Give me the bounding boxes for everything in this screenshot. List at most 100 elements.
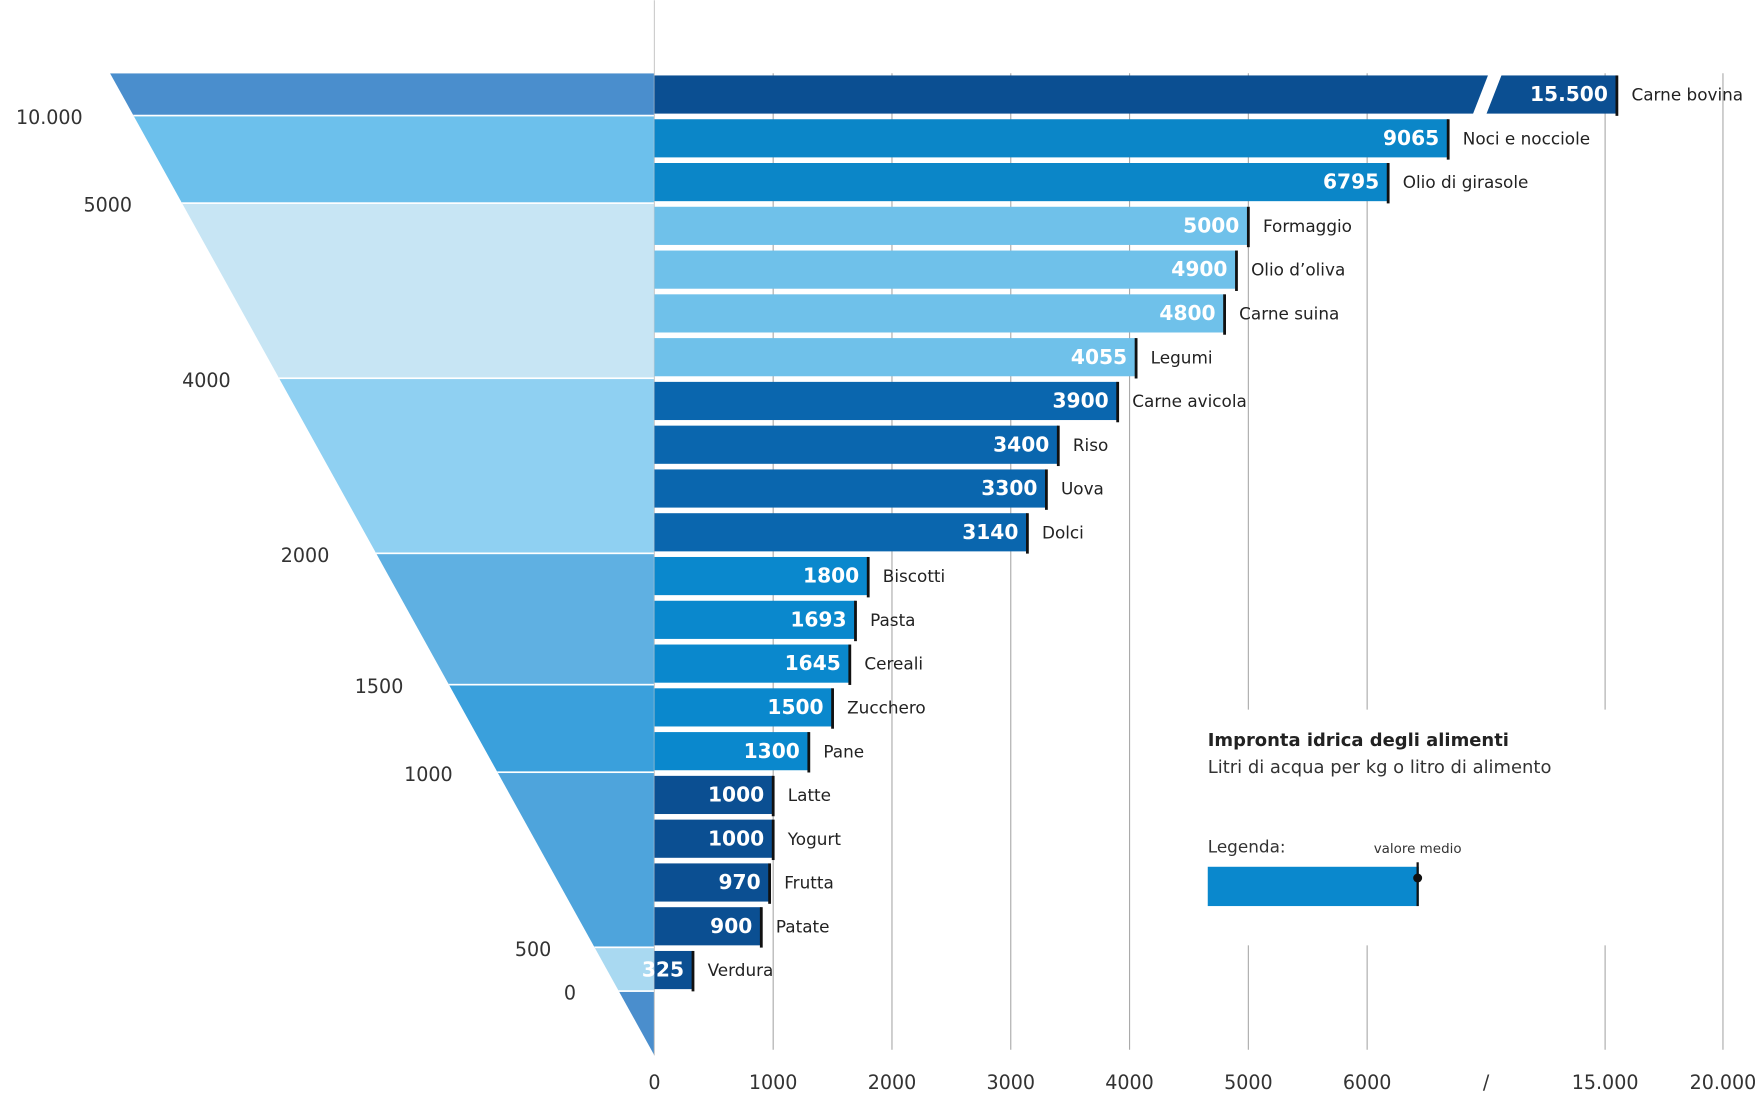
- category-label: Olio di girasole: [1403, 172, 1529, 192]
- category-label: Noci e nocciole: [1463, 128, 1590, 148]
- legend-title: Legenda:: [1208, 837, 1286, 857]
- pyramid-level-label: 4000: [182, 370, 231, 392]
- bar: [654, 425, 1059, 464]
- value-label: 3900: [1053, 389, 1109, 413]
- category-label: Biscotti: [883, 566, 945, 586]
- value-label: 1300: [744, 739, 800, 763]
- category-label: Uova: [1061, 479, 1104, 499]
- category-label: Cereali: [864, 654, 923, 674]
- value-label: 970: [718, 870, 760, 894]
- value-label: 3400: [993, 432, 1049, 456]
- bar: [654, 75, 1617, 114]
- value-label: 1000: [708, 826, 764, 850]
- category-label: Pasta: [870, 610, 915, 630]
- category-label: Formaggio: [1263, 216, 1352, 236]
- band-gap: [109, 946, 655, 950]
- category-label: Frutta: [784, 873, 834, 893]
- category-label: Riso: [1073, 435, 1108, 455]
- value-label: 1645: [785, 651, 841, 675]
- bar: [654, 556, 869, 596]
- band-gap: [109, 990, 655, 994]
- pyramid-band: [109, 948, 655, 992]
- x-tick-label: 3000: [986, 1072, 1035, 1094]
- legend-marker-label: valore medio: [1374, 842, 1462, 857]
- grid: 0 1000 2000 3000 4000 5000 6000 15.000 20.000 /: [648, 0, 1756, 1094]
- category-label: Olio d’oliva: [1251, 260, 1345, 280]
- category-label: Yogurt: [787, 829, 842, 849]
- value-label: 6795: [1323, 170, 1379, 194]
- legend-swatch: [1207, 866, 1419, 907]
- category-label: Pane: [823, 741, 864, 761]
- x-tick-label: 15.000: [1572, 1072, 1639, 1094]
- value-label: 3140: [962, 520, 1018, 544]
- x-tick-label: 20.000: [1690, 1072, 1757, 1094]
- value-label: 1000: [708, 783, 764, 807]
- band-gap: [109, 377, 655, 381]
- bar: [654, 469, 1047, 508]
- category-label: Latte: [788, 785, 831, 805]
- value-label: 9065: [1383, 126, 1439, 150]
- axis-break-label: /: [1483, 1072, 1490, 1094]
- pyramid-level-label: 2000: [281, 545, 330, 567]
- x-tick-label: 2000: [868, 1072, 917, 1094]
- pyramid-level-label: 0: [564, 983, 576, 1005]
- bar: [654, 381, 1118, 421]
- x-tick-label: 5000: [1224, 1072, 1273, 1094]
- bar-break: [1472, 74, 1502, 115]
- pyramid-level-label: 5000: [83, 195, 132, 217]
- category-label: Patate: [776, 916, 830, 936]
- bar: [654, 513, 1028, 552]
- bar: [654, 338, 1137, 377]
- category-label: Carne suina: [1239, 304, 1339, 324]
- bar: [654, 206, 1249, 245]
- bar: [654, 250, 1237, 289]
- pyramid-band: [109, 73, 655, 117]
- pyramid-level-label: 500: [515, 939, 551, 961]
- pyramid-band: [109, 379, 655, 555]
- x-tick-label: 4000: [1105, 1072, 1154, 1094]
- pyramid-band: [109, 116, 655, 204]
- value-label: 325: [642, 958, 684, 982]
- bar: [654, 600, 856, 639]
- value-label: 1693: [790, 607, 846, 631]
- value-label: 4800: [1159, 301, 1215, 325]
- category-label: Dolci: [1042, 522, 1084, 542]
- bar: [654, 950, 693, 990]
- pyramid-level-label: 10.000: [16, 107, 83, 129]
- bar: [654, 863, 770, 902]
- value-label: 1500: [767, 695, 823, 719]
- chart-title: Impronta idrica degli alimenti: [1208, 730, 1509, 751]
- category-label: Verdura: [708, 960, 774, 980]
- bars: 15.500 Carne bovina 9065 Noci e nocciole 679…: [642, 74, 1743, 992]
- bar: [654, 294, 1225, 333]
- category-label: Carne bovina: [1631, 85, 1743, 105]
- pyramid-band: [109, 685, 655, 774]
- bar: [654, 163, 1389, 202]
- x-tick-label: 1000: [749, 1072, 798, 1094]
- category-label: Carne avicola: [1132, 391, 1247, 411]
- chart-subtitle: Litri di acqua per kg o litro di aliment…: [1208, 757, 1552, 778]
- category-label: Legumi: [1151, 347, 1213, 367]
- bar: [654, 732, 809, 771]
- pyramid-level-label: 1000: [404, 764, 453, 786]
- value-label: 1800: [803, 564, 859, 588]
- bar: [654, 907, 762, 946]
- pyramid-band: [109, 773, 655, 949]
- pyramid-band: [109, 991, 655, 1056]
- value-label: 3300: [981, 476, 1037, 500]
- pyramid-band: [109, 203, 655, 380]
- value-label: 4900: [1171, 257, 1227, 281]
- bar: [654, 819, 774, 858]
- value-label: 15.500: [1530, 82, 1608, 106]
- bar: [654, 775, 774, 815]
- value-label: 5000: [1183, 213, 1239, 237]
- value-label: 4055: [1071, 345, 1127, 369]
- pyramid-band: [109, 554, 655, 686]
- bar: [654, 688, 833, 727]
- bar: [654, 644, 850, 683]
- legend-marker-dot: [1413, 873, 1423, 883]
- value-label: 900: [710, 914, 752, 938]
- x-tick-label: 6000: [1343, 1072, 1392, 1094]
